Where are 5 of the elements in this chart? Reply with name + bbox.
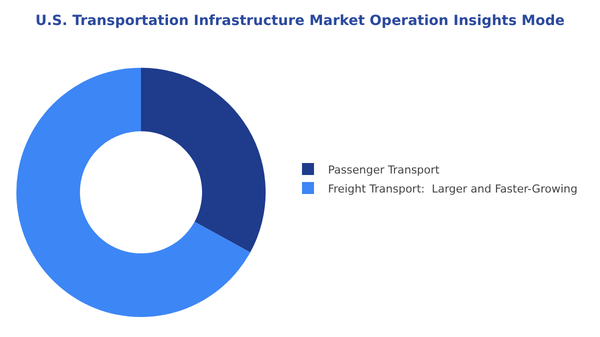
chart-title: U.S. Transportation Infrastructure Market Operation Insights Mode [35, 12, 565, 29]
legend-label: Freight Transport: Larger and Faster-Growing [328, 182, 578, 196]
legend-label: Passenger Transport [328, 163, 440, 176]
donut-slice [16, 68, 250, 317]
donut-slice [141, 68, 266, 252]
